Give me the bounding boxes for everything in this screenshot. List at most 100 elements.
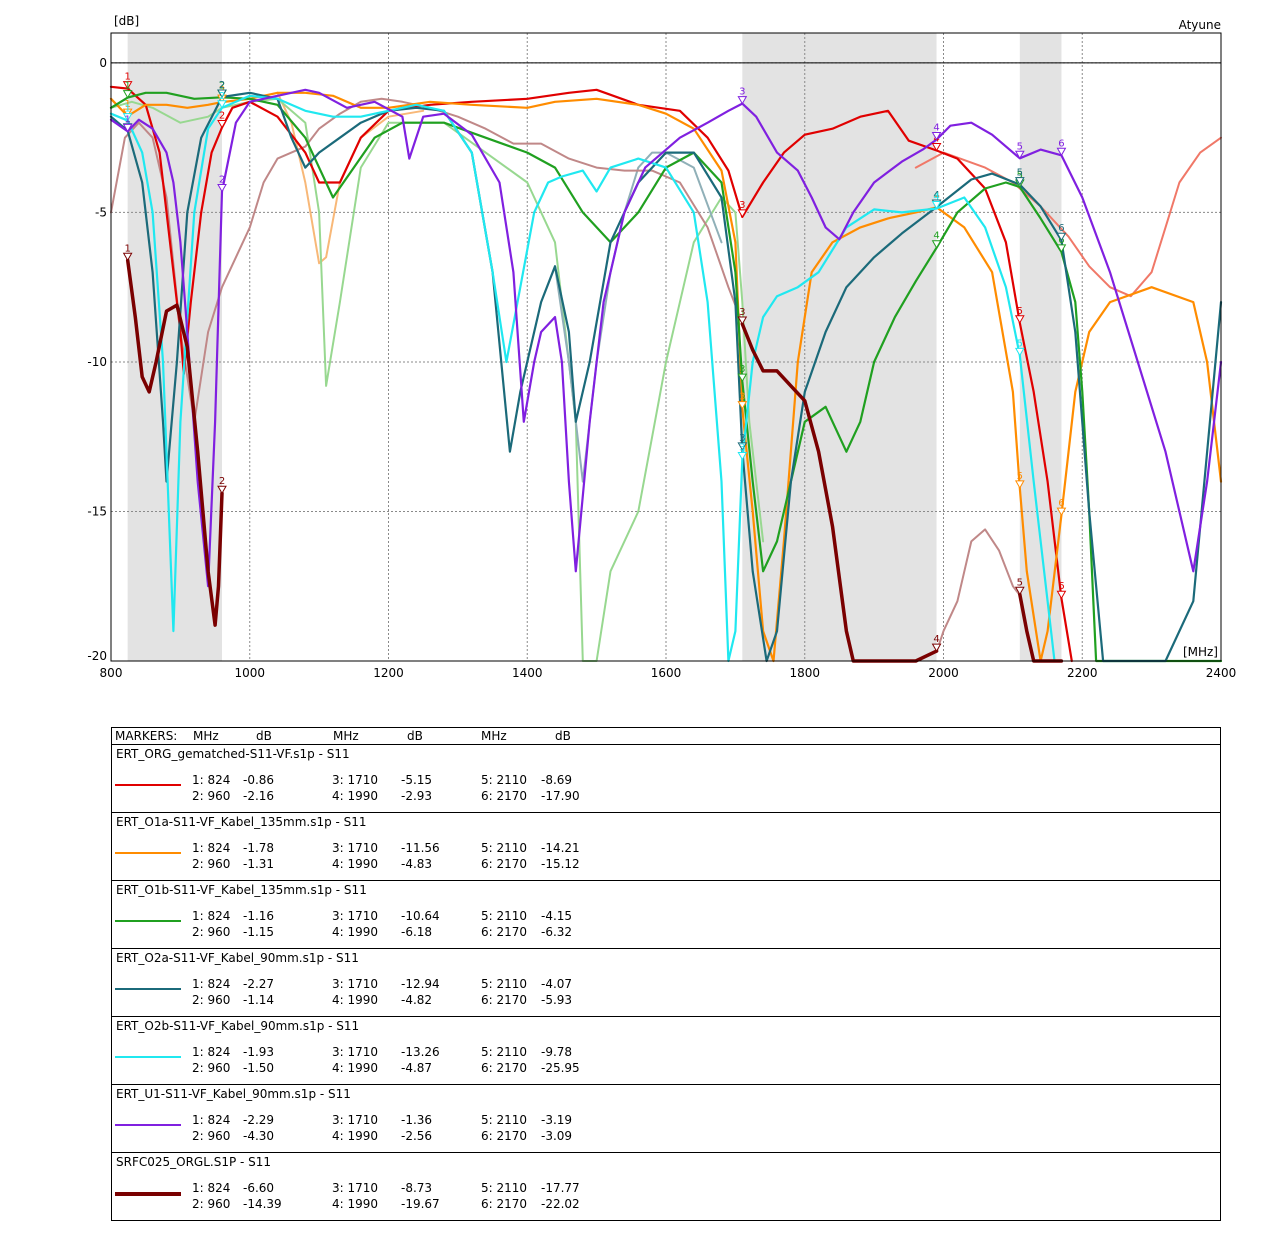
marker-value: -1.14: [243, 993, 275, 1007]
x-tick-label: 1200: [373, 666, 404, 680]
markers-title: MARKERS:: [115, 729, 178, 743]
marker-label: 4: [933, 231, 939, 242]
frequency-band: [742, 33, 937, 661]
marker-triangle: [1014, 480, 1025, 489]
marker-value: -13.26: [401, 1045, 440, 1059]
series-file-title: ERT_O1a-S11-VF_Kabel_135mm.s1p - S11: [116, 815, 367, 829]
series-line: [109, 91, 1223, 663]
marker-triangle: [1056, 590, 1067, 600]
marker-triangle: [737, 209, 748, 218]
y-tick-label: -15: [87, 504, 107, 518]
marker-label: 1: [124, 72, 130, 83]
marker-value: 3: 1710: [332, 1113, 379, 1127]
marker-label: 5: [1017, 577, 1023, 588]
marker-value: -2.16: [243, 789, 275, 803]
x-tick-label: 2200: [1067, 666, 1098, 680]
marker-label: 3: [739, 364, 745, 375]
marker-value: 6: 2170: [481, 925, 528, 939]
marker-label: 1: [124, 243, 130, 254]
series-line: [125, 258, 224, 627]
marker-label: 1: [124, 114, 130, 125]
y-tick-label: -5: [95, 205, 107, 219]
marker-triangle: [217, 100, 227, 109]
marker-value: -17.77: [541, 1181, 580, 1195]
x-tick-label: 1400: [512, 666, 543, 680]
marker-triangle: [737, 316, 748, 325]
marker-value: 2: 960: [192, 1061, 231, 1075]
marker-value: -2.93: [401, 789, 433, 803]
marker-label: 2: [219, 80, 225, 91]
marker-value: -9.78: [541, 1045, 573, 1059]
series-line: [109, 91, 1223, 663]
marker-value: 4: 1990: [332, 1061, 379, 1075]
marker-value: 4: 1990: [332, 857, 379, 871]
marker-label: 5: [1017, 338, 1023, 349]
marker-triangle: [737, 451, 748, 461]
marker-value: 2: 960: [192, 789, 231, 803]
marker-label: 2: [219, 80, 225, 91]
marker-triangle: [122, 123, 133, 133]
marker-triangle: [1014, 586, 1025, 596]
marker-value: 1: 824: [192, 773, 231, 787]
marker-value: 5: 2110: [481, 1045, 528, 1059]
series-line: [109, 91, 1223, 663]
marker-value: -19.67: [401, 1197, 440, 1211]
marker-value: -25.95: [541, 1061, 580, 1075]
marker-value: 2: 960: [192, 993, 231, 1007]
marker-label: 6: [1058, 498, 1064, 509]
faded-series-line: [554, 151, 723, 483]
marker-value: -1.36: [401, 1113, 433, 1127]
marker-value: 3: 1710: [332, 1181, 379, 1195]
marker-value: -4.83: [401, 857, 433, 871]
x-tick-label: 1000: [234, 666, 265, 680]
marker-triangle: [122, 90, 133, 99]
marker-label: 2: [219, 174, 225, 185]
marker-value: -4.82: [401, 993, 433, 1007]
marker-label: 4: [933, 190, 939, 201]
marker-label: 5: [1017, 168, 1023, 179]
series-file-title: ERT_O2a-S11-VF_Kabel_90mm.s1p - S11: [116, 951, 359, 965]
marker-value: -6.18: [401, 925, 433, 939]
marker-value: -4.30: [243, 1129, 275, 1143]
marker-value: 5: 2110: [481, 1113, 528, 1127]
marker-value: 4: 1990: [332, 789, 379, 803]
frequency-bands: [127, 33, 1062, 661]
marker-value: 5: 2110: [481, 773, 528, 787]
marker-triangle: [1014, 315, 1025, 324]
series-color-swatch: [115, 852, 181, 854]
marker-triangles: 1111111222222233333334444444555555566666: [122, 72, 1067, 653]
marker-label: 4: [933, 634, 939, 645]
marker-value: 5: 2110: [481, 909, 528, 923]
marker-label: 6: [1058, 223, 1064, 234]
marker-triangle: [737, 96, 748, 105]
col-mhz-3: MHz: [481, 729, 507, 743]
marker-value: -4.15: [541, 909, 573, 923]
s11-chart: 1111111222222233333334444444555555566666…: [87, 14, 1237, 680]
marker-row-block: ERT_U1-S11-VF_Kabel_90mm.s1p - S11 1: 824…: [112, 1085, 1220, 1153]
marker-value: -1.16: [243, 909, 275, 923]
x-tick-label: 2400: [1206, 666, 1237, 680]
marker-triangle: [931, 143, 942, 152]
marker-value: -1.50: [243, 1061, 275, 1075]
y-axis-label: [dB]: [114, 14, 139, 28]
marker-label: 6: [1058, 138, 1064, 149]
y-tick-label: -10: [87, 355, 107, 369]
marker-row-block: ERT_O1b-S11-VF_Kabel_135mm.s1p - S11 1: 8…: [112, 881, 1220, 949]
marker-value: 1: 824: [192, 909, 231, 923]
marker-value: -1.15: [243, 925, 275, 939]
faded-series-line: [276, 91, 425, 265]
marker-value: -8.69: [541, 773, 573, 787]
marker-value: -6.32: [541, 925, 573, 939]
marker-label: 2: [219, 476, 225, 487]
series-file-title: ERT_ORG_gematched-S11-VF.s1p - S11: [116, 747, 350, 761]
marker-triangle: [737, 373, 748, 383]
y-tick-label: -20: [87, 649, 107, 663]
marker-value: 2: 960: [192, 1197, 231, 1211]
marker-value: 4: 1990: [332, 1129, 379, 1143]
marker-triangle: [931, 201, 942, 210]
series-file-title: SRFC025_ORGL.S1P - S11: [116, 1155, 272, 1169]
marker-triangle: [1014, 177, 1025, 186]
marker-label: 1: [124, 104, 130, 115]
marker-triangle: [122, 108, 133, 118]
marker-value: -2.56: [401, 1129, 433, 1143]
